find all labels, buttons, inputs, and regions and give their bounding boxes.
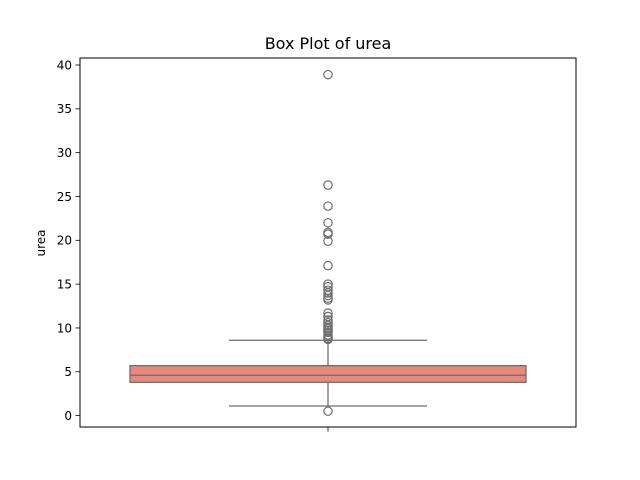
y-tick-label: 35	[57, 102, 72, 116]
outlier-point	[323, 315, 333, 325]
y-tick-label: 25	[57, 190, 72, 204]
plot-area	[129, 69, 527, 417]
outlier-point	[323, 281, 333, 292]
y-tick-label: 40	[57, 58, 72, 72]
y-tick-label: 5	[64, 365, 72, 379]
y-tick-label: 20	[57, 234, 72, 248]
outlier-point	[323, 406, 333, 417]
outlier-point	[323, 217, 333, 228]
outlier-point	[323, 285, 333, 296]
outlier-point	[323, 180, 333, 190]
outlier-point	[323, 69, 333, 80]
interquartile-box	[129, 364, 527, 383]
outlier-point	[323, 311, 333, 322]
y-tick-label: 10	[57, 321, 72, 335]
outlier-point	[323, 308, 333, 318]
chart-title: Box Plot of urea	[265, 34, 392, 53]
outlier-point	[323, 260, 333, 271]
outlier-point	[323, 201, 333, 211]
y-tick-label: 0	[64, 409, 72, 423]
y-axis-ticks: 0 5 10 15 20 25 30 35 40	[57, 58, 80, 423]
y-tick-label: 15	[57, 277, 72, 291]
outlier-point	[323, 227, 333, 238]
outlier-point	[323, 279, 333, 289]
y-tick-label: 30	[57, 146, 72, 160]
outlier-point	[323, 317, 333, 328]
y-axis-label: urea	[34, 229, 48, 256]
